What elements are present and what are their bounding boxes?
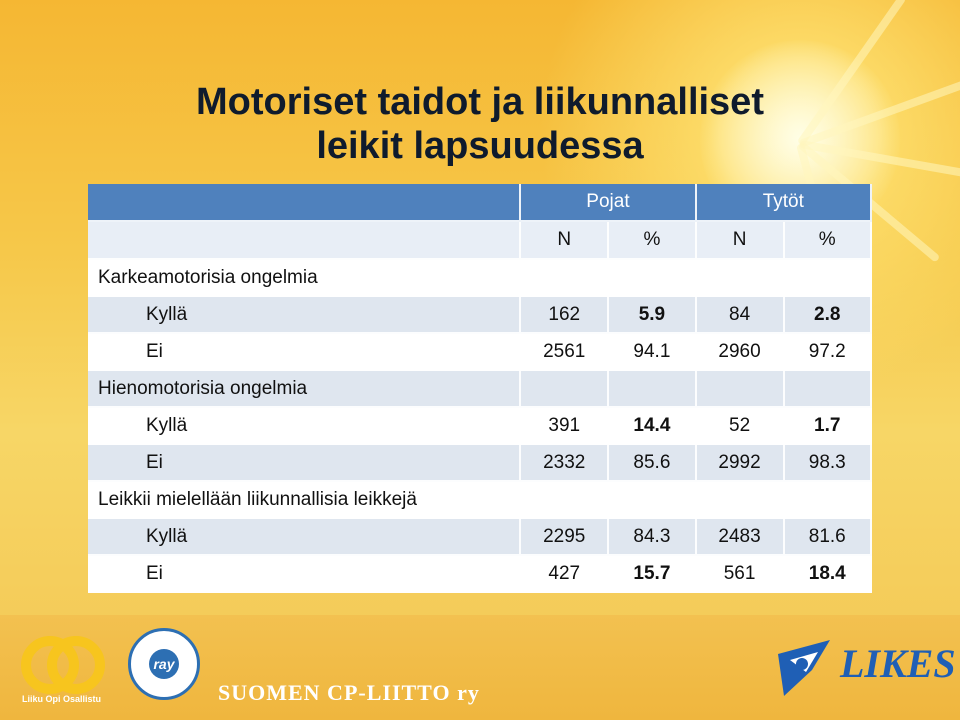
cell-pct-boys: 84.3: [609, 519, 697, 556]
row-label: Kyllä: [88, 408, 522, 445]
cell-pct-boys: 85.6: [609, 445, 697, 482]
cell-n-girls: 52: [696, 408, 785, 445]
subheader-row: N % N %: [88, 222, 872, 260]
logo-left-text: Liiku Opi Osallistu: [22, 694, 102, 704]
cell-pct-girls: 81.6: [784, 519, 872, 556]
cell-n-girls: 2992: [696, 445, 785, 482]
cell-n-boys: 427: [521, 556, 610, 593]
cell-pct-girls: 98.3: [784, 445, 872, 482]
cell-n-girls: 84: [696, 297, 785, 334]
cell-n-girls: 2483: [696, 519, 785, 556]
cell-pct-girls: 1.7: [784, 408, 872, 445]
table-row: Ei 2332 85.6 2992 98.3: [88, 445, 872, 482]
ray-seal-logo: ray: [128, 628, 200, 700]
section-row: Hienomotorisia ongelmia: [88, 371, 872, 408]
cell-pct-boys: 5.9: [609, 297, 697, 334]
cell-pct-boys: 94.1: [609, 334, 697, 371]
cell-n-boys: 2295: [521, 519, 610, 556]
subheader-n-boys: N: [521, 222, 610, 260]
suomen-cp-liitto-logo: SUOMEN CP-LIITTO ry: [218, 680, 480, 705]
table-row: Ei 427 15.7 561 18.4: [88, 556, 872, 593]
cell-n-girls: 2960: [696, 334, 785, 371]
section-row: Karkeamotorisia ongelmia: [88, 260, 872, 297]
subheader-blank: [88, 222, 522, 260]
liiku-opi-osallistu-logo: [21, 636, 105, 694]
row-label: Ei: [88, 445, 522, 482]
cell-n-boys: 2561: [521, 334, 610, 371]
cell-pct-boys: 15.7: [609, 556, 697, 593]
subheader-pct-boys: %: [609, 222, 697, 260]
table-row: Kyllä 2295 84.3 2483 81.6: [88, 519, 872, 556]
row-label: Ei: [88, 334, 522, 371]
subheader-pct-girls: %: [784, 222, 872, 260]
cell-n-girls: 561: [696, 556, 785, 593]
title-line-1: Motoriset taidot ja liikunnalliset: [196, 81, 764, 123]
row-label: Ei: [88, 556, 522, 593]
results-table: Pojat Tytöt N % N % Karkeamotorisia onge…: [88, 184, 872, 593]
row-label: Kyllä: [88, 297, 522, 334]
cell-pct-boys: 14.4: [609, 408, 697, 445]
section-row: Leikkii mielellään liikunnallisia leikke…: [88, 482, 872, 519]
section-label: Leikkii mielellään liikunnallisia leikke…: [88, 482, 522, 519]
slide-title: Motoriset taidot ja liikunnalliset leiki…: [100, 80, 860, 168]
title-line-2: leikit lapsuudessa: [316, 125, 644, 167]
header-blank: [88, 184, 522, 222]
cell-pct-girls: 97.2: [784, 334, 872, 371]
header-boys: Pojat: [521, 184, 697, 222]
table-row: Kyllä 162 5.9 84 2.8: [88, 297, 872, 334]
likes-emblem-icon: [778, 640, 830, 696]
likes-logo: LIKES: [840, 641, 956, 686]
cell-pct-girls: 18.4: [784, 556, 872, 593]
section-label: Karkeamotorisia ongelmia: [88, 260, 522, 297]
row-label: Kyllä: [88, 519, 522, 556]
cell-pct-girls: 2.8: [784, 297, 872, 334]
header-girls: Tytöt: [696, 184, 872, 222]
ray-seal-center: ray: [149, 649, 179, 679]
cell-n-boys: 2332: [521, 445, 610, 482]
group-header-row: Pojat Tytöt: [88, 184, 872, 222]
cell-n-boys: 162: [521, 297, 610, 334]
table-row: Kyllä 391 14.4 52 1.7: [88, 408, 872, 445]
section-label: Hienomotorisia ongelmia: [88, 371, 522, 408]
table-row: Ei 2561 94.1 2960 97.2: [88, 334, 872, 371]
subheader-n-girls: N: [696, 222, 785, 260]
cell-n-boys: 391: [521, 408, 610, 445]
